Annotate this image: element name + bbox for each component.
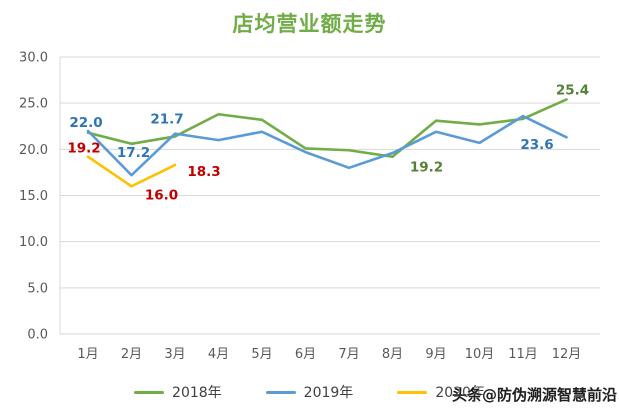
svg-text:5月: 5月 — [251, 347, 272, 362]
svg-text:10.0: 10.0 — [19, 235, 48, 250]
svg-text:25.0: 25.0 — [19, 97, 48, 112]
svg-text:21.7: 21.7 — [150, 112, 183, 128]
legend-swatch-2019-line — [265, 390, 296, 394]
watermark: 头条@防伪溯源智慧前沿 — [451, 386, 617, 404]
chart-title: 店均营业额走势 — [232, 12, 387, 36]
legend-item-2019: 2019年 — [265, 382, 354, 402]
svg-text:12月: 12月 — [552, 347, 582, 362]
svg-text:22.0: 22.0 — [69, 115, 102, 131]
legend-swatch-2018-line — [134, 390, 165, 394]
svg-text:10月: 10月 — [465, 347, 495, 362]
legend-item-2020: 2020年 — [397, 382, 485, 402]
svg-text:6月: 6月 — [295, 347, 316, 362]
legend-label-2020: 2020年 — [435, 385, 485, 401]
svg-text:19.2: 19.2 — [410, 160, 443, 176]
svg-text:7月: 7月 — [338, 347, 359, 362]
legend-item-2018: 2018年 — [134, 382, 222, 402]
trend-line-chart: 0.0 5.0 10.0 15.0 20.0 25.0 30.0 1月 2月 3月 4月 5月 6月 7月… — [19, 51, 600, 362]
svg-text:17.2: 17.2 — [117, 145, 150, 161]
svg-text:8月: 8月 — [382, 347, 403, 362]
svg-text:18.3: 18.3 — [187, 164, 220, 180]
svg-text:3月: 3月 — [164, 347, 185, 362]
svg-text:5.0: 5.0 — [27, 281, 48, 296]
svg-text:23.6: 23.6 — [520, 137, 553, 153]
svg-text:25.4: 25.4 — [556, 82, 589, 98]
legend-label-2018: 2018年 — [172, 385, 222, 401]
legend-swatch-2020-line — [397, 390, 428, 394]
svg-text:4月: 4月 — [208, 347, 229, 362]
svg-text:0.0: 0.0 — [27, 328, 48, 343]
svg-text:1月: 1月 — [77, 347, 98, 362]
chart-legend: 2018年 2019年 2020年 — [0, 382, 619, 402]
svg-text:16.0: 16.0 — [145, 187, 178, 203]
svg-text:9月: 9月 — [425, 347, 446, 362]
svg-text:19.2: 19.2 — [67, 141, 100, 157]
svg-text:30.0: 30.0 — [19, 51, 48, 66]
svg-text:15.0: 15.0 — [19, 189, 48, 204]
svg-text:11月: 11月 — [508, 347, 538, 362]
svg-text:2月: 2月 — [121, 347, 142, 362]
svg-text:20.0: 20.0 — [19, 143, 48, 158]
legend-label-2019: 2019年 — [303, 385, 354, 401]
